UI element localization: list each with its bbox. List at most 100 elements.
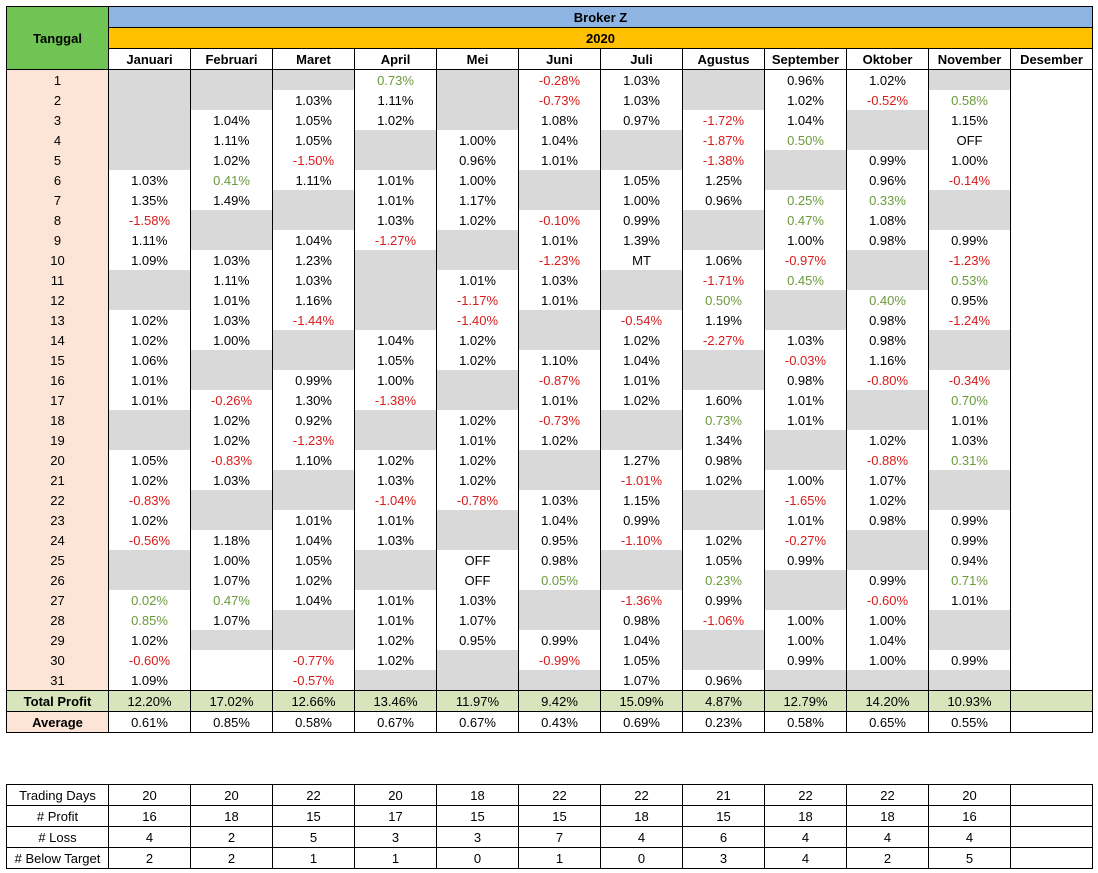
day-number: 8	[6, 210, 109, 230]
day-value-cell: -0.99%	[518, 650, 601, 670]
day-value-cell	[436, 390, 519, 410]
day-value-cell: -1.23%	[272, 430, 355, 450]
stats-cell: 18	[190, 805, 273, 827]
day-value-cell	[928, 350, 1011, 370]
day-value-cell: 1.04%	[272, 530, 355, 550]
day-value-cell: 1.02%	[108, 510, 191, 530]
stats-cell: 4	[846, 826, 929, 848]
stats-cell: 5	[928, 847, 1011, 869]
day-value-cell	[1010, 430, 1093, 450]
day-value-cell	[354, 290, 437, 310]
day-value-cell	[1010, 550, 1093, 570]
day-value-cell	[846, 670, 929, 691]
day-value-cell: 0.50%	[682, 290, 765, 310]
day-value-cell: 1.02%	[436, 350, 519, 370]
day-value-cell	[354, 150, 437, 170]
month-header-februari: Februari	[190, 48, 273, 70]
day-value-cell: 1.02%	[846, 69, 929, 90]
day-value-cell: 1.01%	[518, 290, 601, 310]
day-row: 29 1.02% 1.02% 0.95% 0.99% 1.04% 1.00% 1.04%	[6, 630, 1093, 650]
daily-profit-table: Tanggal Broker Z 2020 Januari Februari Mar…	[6, 6, 1093, 733]
day-value-cell: 0.98%	[764, 370, 847, 390]
day-value-cell: 1.01%	[354, 510, 437, 530]
average-cell: 0.58%	[272, 711, 355, 733]
day-number: 17	[6, 390, 109, 410]
day-value-cell: -0.80%	[846, 370, 929, 390]
day-value-cell: 0.53%	[928, 270, 1011, 290]
day-value-cell: -0.97%	[764, 250, 847, 270]
day-value-cell: 1.08%	[846, 210, 929, 230]
day-value-cell: 0.99%	[846, 150, 929, 170]
day-value-cell: 1.05%	[272, 130, 355, 150]
day-value-cell	[1010, 350, 1093, 370]
day-value-cell: 1.02%	[354, 650, 437, 670]
month-header-agustus: Agustus	[682, 48, 765, 70]
day-value-cell	[190, 510, 273, 530]
day-value-cell	[108, 130, 191, 150]
day-value-cell: 1.23%	[272, 250, 355, 270]
day-value-cell	[682, 510, 765, 530]
day-value-cell	[272, 610, 355, 630]
day-value-cell: 0.99%	[846, 570, 929, 590]
total-profit-cell: 4.87%	[682, 690, 765, 712]
day-value-cell: 0.96%	[846, 170, 929, 190]
day-value-cell: -0.83%	[190, 450, 273, 470]
day-value-cell: 0.96%	[682, 670, 765, 691]
day-value-cell: 1.49%	[190, 190, 273, 210]
day-value-cell	[436, 250, 519, 270]
stats-cell: 1	[272, 847, 355, 869]
day-value-cell: 1.04%	[600, 350, 683, 370]
day-value-cell	[928, 210, 1011, 230]
day-value-cell: 1.01%	[518, 150, 601, 170]
day-number: 11	[6, 270, 109, 290]
day-value-cell: -1.71%	[682, 270, 765, 290]
day-value-cell: -1.72%	[682, 110, 765, 130]
day-value-cell: 1.00%	[354, 370, 437, 390]
day-value-cell	[1010, 190, 1093, 210]
day-value-cell	[354, 250, 437, 270]
day-number: 12	[6, 290, 109, 310]
month-header-september: September	[764, 48, 847, 70]
day-value-cell: 1.02%	[846, 490, 929, 510]
day-value-cell: 1.01%	[272, 510, 355, 530]
day-value-cell: 1.02%	[600, 330, 683, 350]
day-value-cell: 1.00%	[190, 550, 273, 570]
day-value-cell: 1.19%	[682, 310, 765, 330]
average-cell: 0.85%	[190, 711, 273, 733]
total-profit-cell	[1010, 690, 1093, 712]
day-value-cell: 0.41%	[190, 170, 273, 190]
day-value-cell: 0.99%	[764, 550, 847, 570]
day-value-cell: 0.98%	[846, 510, 929, 530]
day-number: 1	[6, 69, 109, 90]
day-value-cell	[108, 290, 191, 310]
day-row: 17 1.01% -0.26% 1.30% -1.38% 1.01% 1.02% 1.60% 1…	[6, 390, 1093, 410]
day-value-cell	[682, 90, 765, 110]
average-cell: 0.43%	[518, 711, 601, 733]
day-value-cell: 1.01%	[354, 590, 437, 610]
day-value-cell: 1.02%	[436, 330, 519, 350]
day-value-cell: 0.95%	[928, 290, 1011, 310]
day-row: 27 0.02% 0.47% 1.04% 1.01% 1.03% -1.36% 0.99% -0…	[6, 590, 1093, 610]
day-number: 2	[6, 90, 109, 110]
day-row: 16 1.01% 0.99% 1.00% -0.87% 1.01% 0.98% -0.80% -…	[6, 370, 1093, 390]
day-value-cell	[1010, 370, 1093, 390]
day-value-cell	[108, 550, 191, 570]
day-value-cell: -1.40%	[436, 310, 519, 330]
day-value-cell: 1.00%	[436, 170, 519, 190]
stats-cell: 18	[846, 805, 929, 827]
day-row: 30 -0.60% -0.77% 1.02% -0.99% 1.05% 0.99% 1.00%…	[6, 650, 1093, 670]
day-value-cell: 1.02%	[354, 450, 437, 470]
stats-cell: 18	[600, 805, 683, 827]
average-cell: 0.65%	[846, 711, 929, 733]
day-value-cell: 0.98%	[600, 610, 683, 630]
day-value-cell	[108, 570, 191, 590]
day-row: 2 1.03% 1.11% -0.73% 1.03% 1.02% -0.52% 0.58%	[6, 90, 1093, 110]
day-value-cell: OFF	[928, 130, 1011, 150]
day-value-cell: 0.96%	[682, 190, 765, 210]
day-row: 26 1.07% 1.02% OFF 0.05% 0.23% 0.99% 0.71%	[6, 570, 1093, 590]
stats-row: Trading Days 20 20 22 20 18 22 22 21 22 22 20	[6, 784, 1093, 806]
day-value-cell	[764, 310, 847, 330]
day-value-cell: 1.01%	[518, 390, 601, 410]
day-value-cell: 1.01%	[764, 510, 847, 530]
day-value-cell	[354, 130, 437, 150]
